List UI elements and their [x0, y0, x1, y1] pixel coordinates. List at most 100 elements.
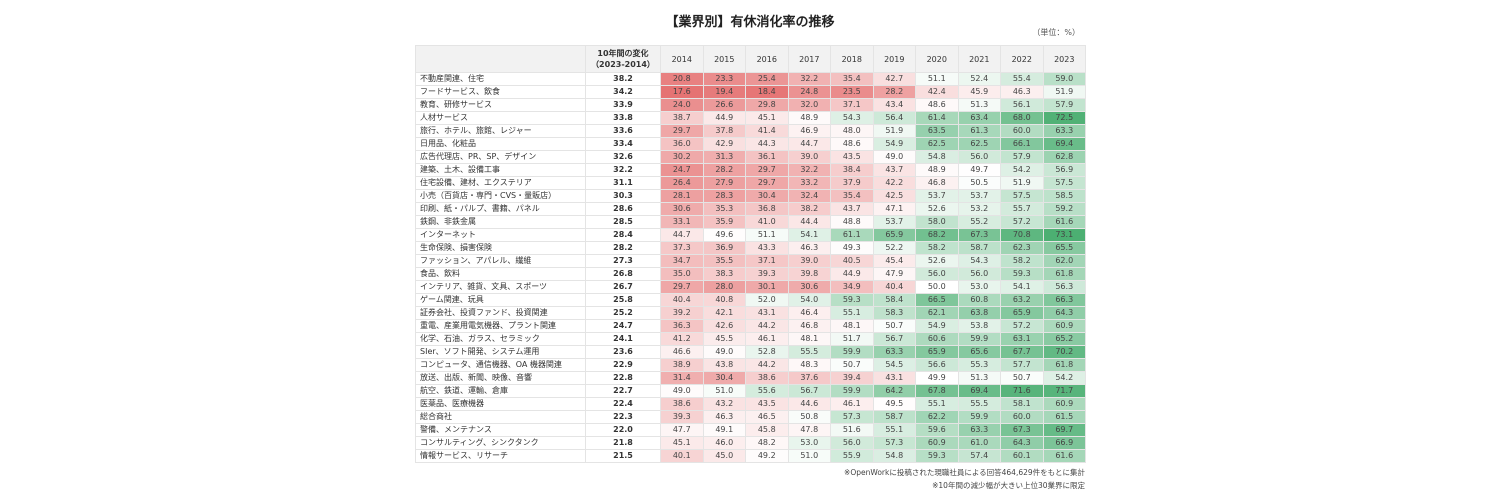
heat-cell: 18.4 — [745, 85, 789, 99]
heat-cell: 54.1 — [787, 228, 831, 242]
heat-cell: 44.6 — [787, 397, 831, 411]
heat-cell: 56.0 — [915, 267, 959, 281]
heat-cell: 54.9 — [872, 137, 916, 151]
heat-cell: 51.1 — [745, 228, 789, 242]
change-value: 38.2 — [585, 72, 661, 86]
heat-cell: 40.1 — [660, 449, 704, 463]
heat-cell: 37.1 — [745, 254, 789, 268]
heat-cell: 65.6 — [957, 345, 1001, 359]
industry-name: 教育、研修サービス — [415, 98, 586, 112]
heat-cell: 45.0 — [702, 449, 746, 463]
change-value: 28.6 — [585, 202, 661, 216]
heat-cell: 58.2 — [915, 241, 959, 255]
industry-name: コンサルティング、シンクタンク — [415, 436, 586, 450]
heat-cell: 57.3 — [830, 410, 874, 424]
industry-name: 印刷、紙・パルプ、書籍、パネル — [415, 202, 586, 216]
heat-cell: 57.5 — [1000, 189, 1044, 203]
industry-name: 生命保険、損害保険 — [415, 241, 586, 255]
heat-cell: 29.7 — [745, 163, 789, 177]
heat-cell: 49.0 — [660, 384, 704, 398]
heat-cell: 45.9 — [957, 85, 1001, 99]
heat-cell: 54.2 — [1000, 163, 1044, 177]
heat-cell: 56.0 — [957, 267, 1001, 281]
heat-cell: 28.1 — [660, 189, 704, 203]
industry-name: フードサービス、飲食 — [415, 85, 586, 99]
table-row: 旅行、ホテル、旅館、レジャー 33.6 29.7 37.8 41.4 46.9 48.0 51… — [415, 124, 1086, 138]
heat-cell: 60.0 — [1000, 124, 1044, 138]
heat-cell: 67.3 — [1000, 423, 1044, 437]
heat-cell: 46.1 — [745, 332, 789, 346]
heat-cell: 57.3 — [872, 436, 916, 450]
heat-cell: 36.0 — [660, 137, 704, 151]
heat-cell: 24.7 — [660, 163, 704, 177]
heat-cell: 40.4 — [872, 280, 916, 294]
heat-cell: 52.4 — [957, 72, 1001, 86]
industry-name: SIer、ソフト開発、システム運用 — [415, 345, 586, 359]
heat-cell: 48.2 — [745, 436, 789, 450]
heat-cell: 55.4 — [1000, 72, 1044, 86]
industry-name: 警備、メンテナンス — [415, 423, 586, 437]
heat-cell: 56.0 — [957, 150, 1001, 164]
heat-cell: 64.3 — [1042, 306, 1086, 320]
heat-cell: 26.4 — [660, 176, 704, 190]
heat-cell: 37.6 — [787, 371, 831, 385]
heat-cell: 36.3 — [660, 319, 704, 333]
table-row: コンピュータ、通信機器、OA 機器関連 22.9 38.9 43.8 44.2 48.3 5… — [415, 358, 1086, 372]
heat-cell: 26.6 — [702, 98, 746, 112]
header-year: 2014 — [660, 45, 704, 73]
heat-cell: 60.9 — [915, 436, 959, 450]
change-value: 24.7 — [585, 319, 661, 333]
heat-cell: 38.2 — [787, 202, 831, 216]
heat-cell: 47.7 — [660, 423, 704, 437]
heat-cell: 63.1 — [1000, 332, 1044, 346]
industry-name: 旅行、ホテル、旅館、レジャー — [415, 124, 586, 138]
heat-cell: 35.4 — [830, 189, 874, 203]
heat-cell: 59.9 — [957, 410, 1001, 424]
industry-name: 小売（百貨店・専門・CVS・量販店） — [415, 189, 586, 203]
heat-cell: 43.1 — [872, 371, 916, 385]
heat-cell: 56.1 — [1000, 98, 1044, 112]
heat-cell: 43.1 — [745, 306, 789, 320]
heat-cell: 60.8 — [957, 293, 1001, 307]
heat-cell: 32.2 — [787, 163, 831, 177]
change-value: 32.6 — [585, 150, 661, 164]
heat-cell: 29.7 — [660, 124, 704, 138]
heatmap-table: 10年間の変化 （2023-2014） 2014 2015 2016 2017 2018 2… — [415, 45, 1086, 463]
industry-name: 日用品、化粧品 — [415, 137, 586, 151]
heat-cell: 46.3 — [702, 410, 746, 424]
heat-cell: 48.8 — [830, 215, 874, 229]
heat-cell: 25.4 — [745, 72, 789, 86]
heat-cell: 58.1 — [1000, 397, 1044, 411]
heat-cell: 69.4 — [1042, 137, 1086, 151]
heat-cell: 29.7 — [745, 176, 789, 190]
heat-cell: 24.0 — [660, 98, 704, 112]
heat-cell: 57.4 — [957, 449, 1001, 463]
heat-cell: 49.7 — [957, 163, 1001, 177]
table-row: 鉄鋼、非鉄金属 28.5 33.1 35.9 41.0 44.4 48.8 53.7 58.0 5… — [415, 215, 1086, 229]
heat-cell: 48.1 — [830, 319, 874, 333]
heat-cell: 52.2 — [872, 241, 916, 255]
heat-cell: 47.9 — [872, 267, 916, 281]
heat-cell: 38.4 — [830, 163, 874, 177]
heat-cell: 51.3 — [957, 98, 1001, 112]
heat-cell: 58.7 — [872, 410, 916, 424]
heat-cell: 42.7 — [872, 72, 916, 86]
heat-cell: 35.9 — [702, 215, 746, 229]
heat-cell: 61.3 — [957, 124, 1001, 138]
heat-cell: 48.0 — [830, 124, 874, 138]
heat-cell: 45.4 — [872, 254, 916, 268]
change-value: 33.6 — [585, 124, 661, 138]
change-value: 21.8 — [585, 436, 661, 450]
heat-cell: 49.1 — [702, 423, 746, 437]
change-value: 32.2 — [585, 163, 661, 177]
heat-cell: 55.1 — [872, 423, 916, 437]
heat-cell: 51.7 — [830, 332, 874, 346]
heat-cell: 42.1 — [702, 306, 746, 320]
unit-label: （単位：%） — [1032, 28, 1080, 37]
heat-cell: 51.3 — [957, 371, 1001, 385]
heat-cell: 34.7 — [660, 254, 704, 268]
heat-cell: 65.9 — [872, 228, 916, 242]
heat-cell: 58.2 — [1000, 254, 1044, 268]
heat-cell: 29.7 — [660, 280, 704, 294]
change-value: 34.2 — [585, 85, 661, 99]
